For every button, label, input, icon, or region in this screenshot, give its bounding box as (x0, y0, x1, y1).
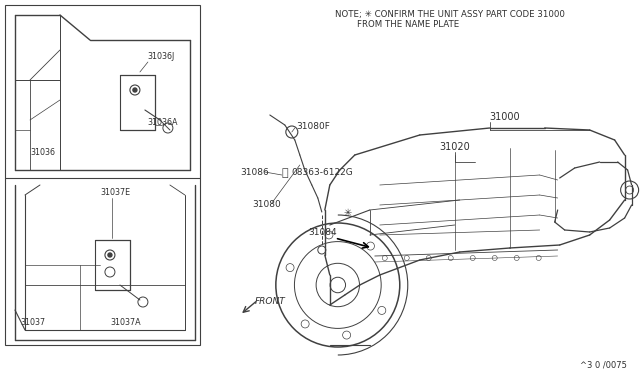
Text: 31036A: 31036A (148, 118, 179, 127)
Text: ^3 0 /0075: ^3 0 /0075 (580, 360, 627, 369)
Text: 31037A: 31037A (110, 318, 141, 327)
Bar (5, 5, 200, 345)
Circle shape (108, 253, 112, 257)
Text: NOTE; ✳ CONFIRM THE UNIT ASSY PART CODE 31000: NOTE; ✳ CONFIRM THE UNIT ASSY PART CODE … (335, 10, 564, 19)
Text: 31080: 31080 (252, 200, 280, 209)
Text: 31037: 31037 (20, 318, 45, 327)
Text: 31084: 31084 (308, 228, 337, 237)
Text: FROM THE NAME PLATE: FROM THE NAME PLATE (335, 20, 459, 29)
Text: 31037E: 31037E (100, 188, 130, 197)
Text: 31036: 31036 (30, 148, 55, 157)
Text: 31036J: 31036J (148, 52, 175, 61)
Text: 31020: 31020 (440, 142, 470, 152)
Text: Ⓢ: Ⓢ (282, 168, 288, 178)
Text: 31086: 31086 (240, 168, 269, 177)
Text: ✳: ✳ (344, 208, 352, 218)
Text: FRONT: FRONT (255, 297, 285, 306)
Text: 08363-6122G: 08363-6122G (292, 168, 353, 177)
Text: 31080F: 31080F (296, 122, 330, 131)
Circle shape (133, 88, 137, 92)
Text: 31000: 31000 (490, 112, 520, 122)
